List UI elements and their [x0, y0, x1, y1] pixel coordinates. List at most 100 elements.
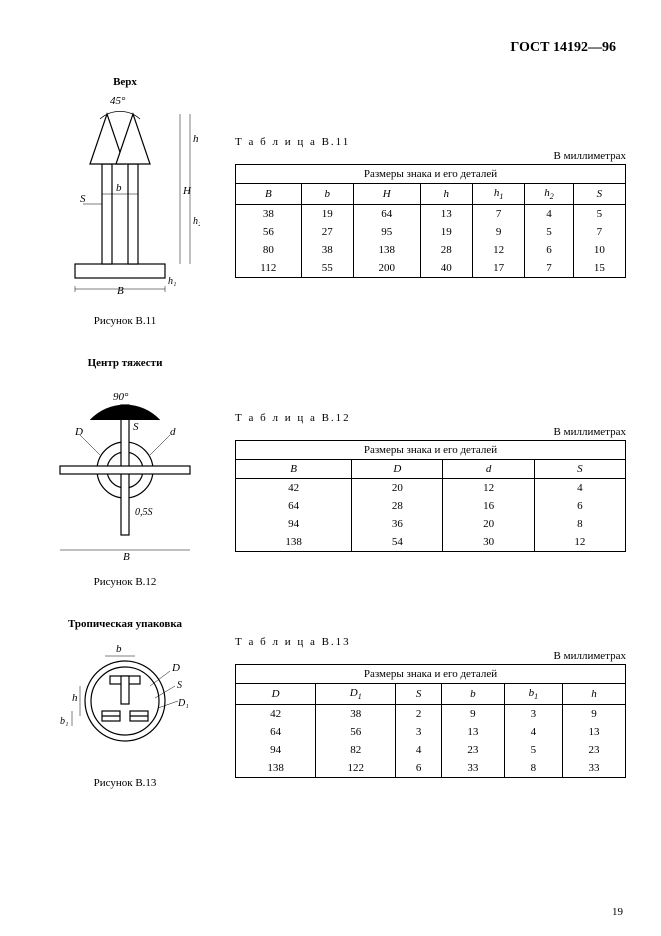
table-cell: 23 — [562, 741, 625, 759]
table-cell: 4 — [525, 205, 573, 224]
table-cell: 7 — [472, 205, 524, 224]
table-cell: 9 — [441, 705, 504, 724]
table-cell: 64 — [236, 497, 352, 515]
table-row: 138122633833 — [236, 759, 626, 778]
table-header: Размеры знака и его деталей — [236, 165, 626, 184]
table-b12: Размеры знака и его деталей BDdS 4220124… — [235, 440, 626, 552]
table-cell: 80 — [236, 241, 302, 259]
table-cell: 28 — [420, 241, 472, 259]
table-cell: 19 — [301, 205, 353, 224]
table-col-row: BbHh h1h2S — [236, 184, 626, 205]
table-header: Размеры знака и его деталей — [236, 441, 626, 460]
table-cell: 4 — [504, 723, 562, 741]
table-b11: Размеры знака и его деталей BbHh h1h2S 3… — [235, 164, 626, 278]
table-cell: 38 — [301, 241, 353, 259]
table-cell: 20 — [443, 515, 534, 533]
table-cell: 2 — [396, 705, 442, 724]
table-cell: 7 — [525, 259, 573, 278]
table-cell: 10 — [573, 241, 625, 259]
table-cell: 6 — [396, 759, 442, 778]
figure-title: Верх — [35, 76, 215, 88]
table-cell: 54 — [352, 533, 443, 552]
dim-D1: D₁ — [177, 698, 189, 709]
dim-S: S — [177, 680, 182, 691]
angle-label: 90° — [113, 391, 129, 403]
figure-caption: Рисунок В.13 — [35, 777, 215, 789]
table-cell: 4 — [396, 741, 442, 759]
table-cell: 5 — [573, 205, 625, 224]
table-body-b12: 422012464281669436208138543012 — [236, 479, 626, 552]
table-row: 138543012 — [236, 533, 626, 552]
figure-column: Верх — [35, 76, 215, 327]
table-row: 9482423523 — [236, 741, 626, 759]
table-row: 56279519957 — [236, 223, 626, 241]
section-b12: Центр тяжести 90° B D — [35, 357, 626, 588]
table-cell: 12 — [534, 533, 625, 552]
table-cell: 17 — [472, 259, 524, 278]
page-number: 19 — [612, 906, 623, 918]
table-cell: 3 — [396, 723, 442, 741]
table-cell: 40 — [420, 259, 472, 278]
table-cell: 55 — [301, 259, 353, 278]
table-row: 112552004017715 — [236, 259, 626, 278]
table-body-b11: 3819641374556279519957803813828126101125… — [236, 205, 626, 278]
table-cell: 27 — [301, 223, 353, 241]
section-b13: Тропическая упаковка — [35, 618, 626, 789]
dim-b: b — [116, 643, 122, 655]
table-column: Т а б л и ц а В.12 В миллиметрах Размеры… — [215, 357, 626, 552]
table-cell: 19 — [420, 223, 472, 241]
table-cell: 64 — [236, 723, 316, 741]
table-cell: 95 — [353, 223, 420, 241]
table-cell: 13 — [562, 723, 625, 741]
table-units: В миллиметрах — [235, 426, 626, 438]
table-cell: 56 — [236, 223, 302, 241]
dim-H: H — [182, 185, 192, 197]
table-cell: 33 — [441, 759, 504, 778]
dim-d: d — [170, 426, 176, 438]
table-cell: 138 — [353, 241, 420, 259]
table-row: 42382939 — [236, 705, 626, 724]
figure-caption: Рисунок В.11 — [35, 315, 215, 327]
dim-S: S — [133, 421, 139, 433]
table-cell: 12 — [472, 241, 524, 259]
dim-h: h — [72, 692, 78, 704]
dim-B: B — [117, 285, 124, 297]
dim-b: b — [116, 182, 122, 194]
dim-S: S — [80, 193, 86, 205]
table-cell: 12 — [443, 479, 534, 498]
table-cell: 42 — [236, 705, 316, 724]
table-cell: 5 — [504, 741, 562, 759]
table-row: 6456313413 — [236, 723, 626, 741]
table-cell: 13 — [420, 205, 472, 224]
figure-column: Тропическая упаковка — [35, 618, 215, 789]
table-cell: 64 — [353, 205, 420, 224]
table-units: В миллиметрах — [235, 650, 626, 662]
dim-h: h — [193, 133, 199, 145]
figure-b12-svg: 90° B D d S 0,5S — [45, 375, 205, 565]
table-label: Т а б л и ц а В.11 — [235, 136, 626, 148]
table-cell: 122 — [316, 759, 396, 778]
table-col-row: DD1S bb1h — [236, 684, 626, 705]
table-row: 38196413745 — [236, 205, 626, 224]
dim-D: D — [171, 662, 180, 674]
figure-b11-svg: 45° B b S H h h₂ h₁ — [50, 94, 200, 304]
table-column: Т а б л и ц а В.13 В миллиметрах Размеры… — [215, 618, 626, 778]
figure-caption: Рисунок В.12 — [35, 576, 215, 588]
dim-B: B — [123, 551, 130, 563]
table-cell: 4 — [534, 479, 625, 498]
table-cell: 16 — [443, 497, 534, 515]
table-cell: 33 — [562, 759, 625, 778]
section-b11: Верх — [35, 76, 626, 327]
table-b13: Размеры знака и его деталей DD1S bb1h 42… — [235, 664, 626, 778]
figure-title: Тропическая упаковка — [35, 618, 215, 630]
table-row: 80381382812610 — [236, 241, 626, 259]
table-cell: 38 — [236, 205, 302, 224]
table-col-row: BDdS — [236, 460, 626, 479]
table-column: Т а б л и ц а В.11 В миллиметрах Размеры… — [215, 76, 626, 278]
table-cell: 94 — [236, 741, 316, 759]
table-cell: 28 — [352, 497, 443, 515]
table-cell: 8 — [504, 759, 562, 778]
table-cell: 94 — [236, 515, 352, 533]
table-cell: 15 — [573, 259, 625, 278]
table-cell: 13 — [441, 723, 504, 741]
